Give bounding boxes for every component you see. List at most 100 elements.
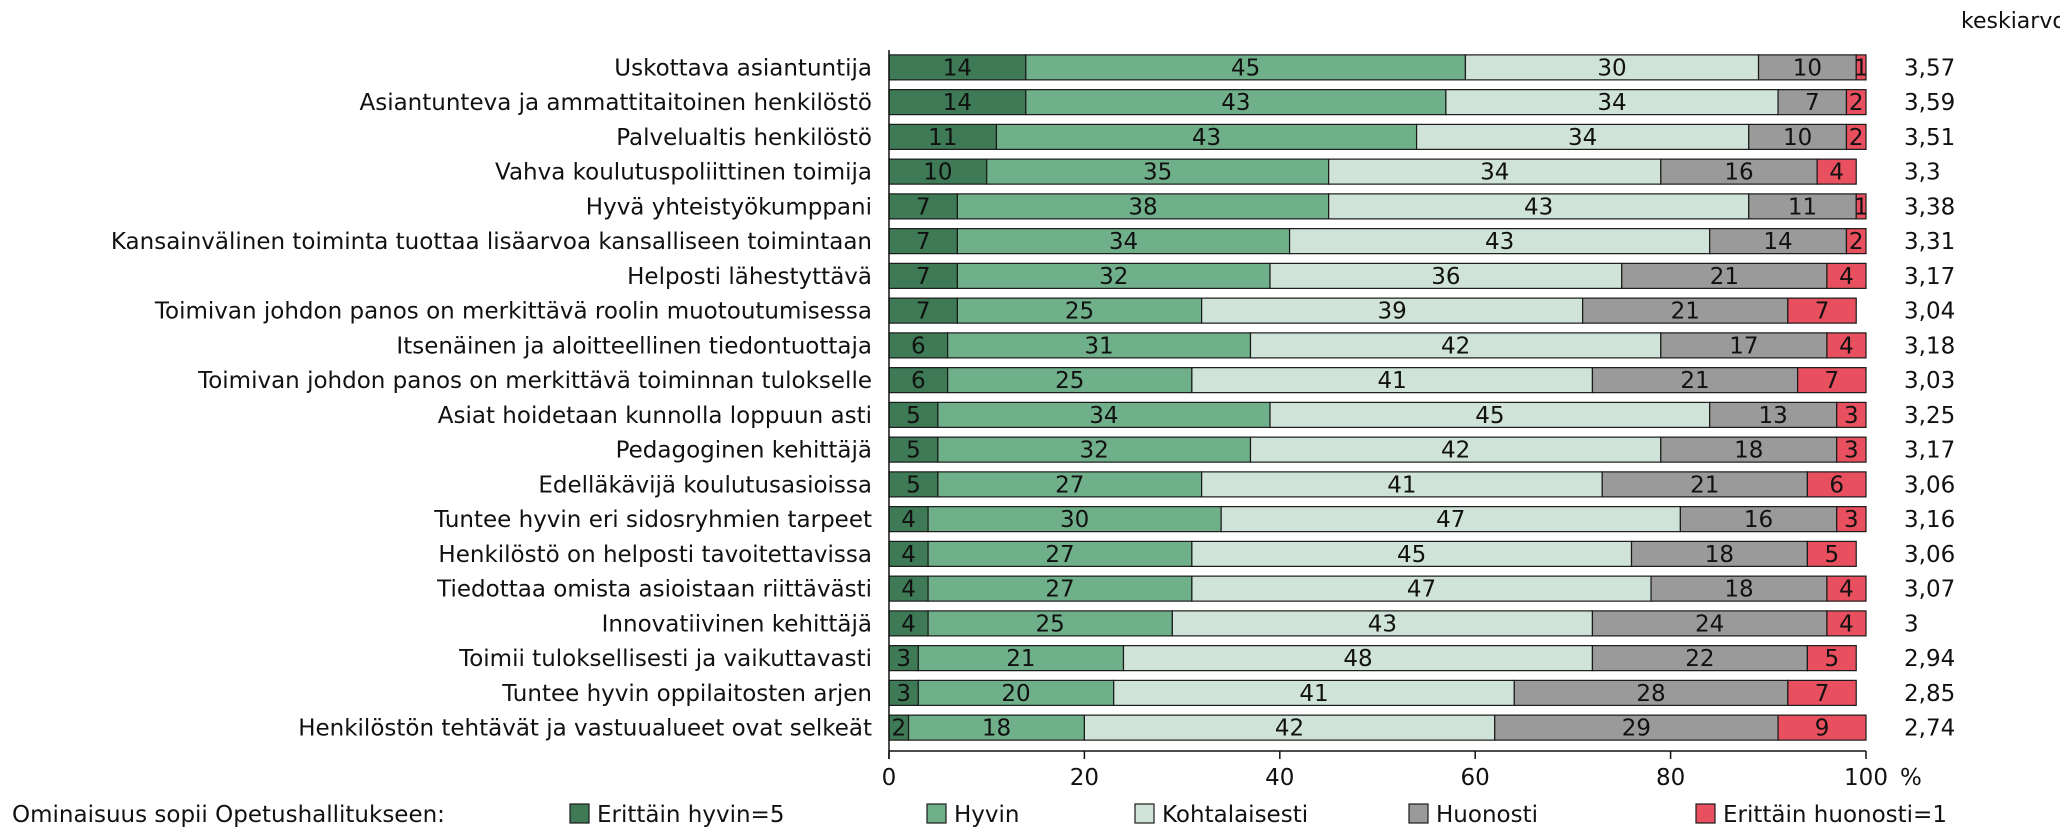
average-value: 3,06 xyxy=(1904,472,1955,498)
category-label: Henkilöstön tehtävät ja vastuualueet ova… xyxy=(298,716,872,742)
bar-value-label: 45 xyxy=(1231,55,1260,81)
bar-value-label: 45 xyxy=(1475,403,1504,429)
average-value: 3 xyxy=(1904,611,1919,637)
bar-value-label: 35 xyxy=(1143,160,1172,186)
bar-value-label: 4 xyxy=(1839,611,1854,637)
bar-value-label: 7 xyxy=(916,229,931,255)
bar-value-label: 3 xyxy=(896,681,911,707)
bar-value-label: 18 xyxy=(1724,577,1753,603)
bar-value-label: 10 xyxy=(923,160,952,186)
bar-value-label: 10 xyxy=(1783,125,1812,151)
bar-value-label: 21 xyxy=(1690,472,1719,498)
bar-value-label: 43 xyxy=(1221,90,1250,116)
bar-value-label: 4 xyxy=(1839,333,1854,359)
bar-value-label: 7 xyxy=(1805,90,1820,116)
bar-value-label: 34 xyxy=(1089,403,1118,429)
bar-value-label: 6 xyxy=(911,368,926,394)
category-label: Innovatiivinen kehittäjä xyxy=(602,611,872,637)
average-value: 3,17 xyxy=(1904,264,1955,290)
bar-value-label: 14 xyxy=(943,90,972,116)
bar-value-label: 18 xyxy=(1705,542,1734,568)
category-label: Itsenäinen ja aloitteellinen tiedontuott… xyxy=(396,333,872,359)
legend-label: Huonosti xyxy=(1436,802,1538,828)
bar-value-label: 21 xyxy=(1680,368,1709,394)
bar-value-label: 11 xyxy=(1788,194,1817,220)
bar-value-label: 3 xyxy=(1844,507,1859,533)
bar-value-label: 34 xyxy=(1568,125,1597,151)
bar-value-label: 5 xyxy=(1824,646,1839,672)
bar-value-label: 27 xyxy=(1045,577,1074,603)
average-value: 2,74 xyxy=(1904,716,1955,742)
category-label: Tuntee hyvin oppilaitosten arjen xyxy=(501,681,872,707)
bar-value-label: 5 xyxy=(906,403,921,429)
bar-value-label: 28 xyxy=(1636,681,1665,707)
bar-value-label: 41 xyxy=(1299,681,1328,707)
category-label: Asiantunteva ja ammattitaitoinen henkilö… xyxy=(359,90,872,116)
bar-value-label: 4 xyxy=(901,577,916,603)
bar-value-label: 5 xyxy=(906,438,921,464)
bar-value-label: 21 xyxy=(1671,299,1700,325)
category-label: Henkilöstö on helposti tavoitettavissa xyxy=(438,542,872,568)
bar-value-label: 4 xyxy=(1829,160,1844,186)
average-value: 3,18 xyxy=(1904,333,1955,359)
bar-value-label: 22 xyxy=(1685,646,1714,672)
category-label: Vahva koulutuspoliittinen toimija xyxy=(495,160,872,186)
bar-value-label: 31 xyxy=(1084,333,1113,359)
bar-value-label: 4 xyxy=(1839,264,1854,290)
bar-value-label: 7 xyxy=(1815,299,1830,325)
average-value: 3,3 xyxy=(1904,160,1941,186)
bar-value-label: 41 xyxy=(1378,368,1407,394)
bar-value-label: 6 xyxy=(911,333,926,359)
bar-value-label: 7 xyxy=(1824,368,1839,394)
legend-swatch xyxy=(927,804,946,823)
bar-value-label: 29 xyxy=(1622,716,1651,742)
bar-value-label: 16 xyxy=(1744,507,1773,533)
average-value: 3,04 xyxy=(1904,299,1955,325)
average-value: 3,57 xyxy=(1904,55,1955,81)
bar-value-label: 42 xyxy=(1441,438,1470,464)
bar-value-label: 38 xyxy=(1128,194,1157,220)
bar-value-label: 4 xyxy=(1839,577,1854,603)
x-unit-label: % xyxy=(1900,765,1922,791)
averages-group: 3,573,593,513,33,383,313,173,043,183,033… xyxy=(1904,9,2060,742)
category-label: Pedagoginen kehittäjä xyxy=(616,438,872,464)
bar-value-label: 14 xyxy=(1763,229,1792,255)
average-value: 3,31 xyxy=(1904,229,1955,255)
bar-value-label: 48 xyxy=(1343,646,1372,672)
bar-value-label: 32 xyxy=(1099,264,1128,290)
category-label: Hyvä yhteistyökumppani xyxy=(586,194,872,220)
bar-value-label: 21 xyxy=(1006,646,1035,672)
category-label: Edelläkävijä koulutusasioissa xyxy=(538,472,872,498)
bar-value-label: 10 xyxy=(1793,55,1822,81)
category-label: Asiat hoidetaan kunnolla loppuun asti xyxy=(438,403,872,429)
bar-value-label: 43 xyxy=(1368,611,1397,637)
bar-value-label: 2 xyxy=(891,716,906,742)
category-label: Helposti lähestyttävä xyxy=(627,264,872,290)
average-value: 2,85 xyxy=(1904,681,1955,707)
bar-value-label: 45 xyxy=(1397,542,1426,568)
bar-value-label: 7 xyxy=(916,194,931,220)
bar-value-label: 20 xyxy=(1001,681,1030,707)
bar-value-label: 42 xyxy=(1441,333,1470,359)
bar-value-label: 2 xyxy=(1849,90,1864,116)
legend-label: Hyvin xyxy=(954,802,1020,828)
x-tick-label: 20 xyxy=(1070,765,1099,791)
bar-value-label: 4 xyxy=(901,542,916,568)
bar-value-label: 9 xyxy=(1815,716,1830,742)
category-label: Tiedottaa omista asioistaan riittävästi xyxy=(436,577,872,603)
average-value: 3,25 xyxy=(1904,403,1955,429)
bar-value-label: 34 xyxy=(1597,90,1626,116)
bars-group: 14 45 30 10 114 43 34 7 211 43 34 10 210 35 34 16 47 38 43… xyxy=(889,55,1868,742)
bar-value-label: 43 xyxy=(1485,229,1514,255)
average-value: 3,17 xyxy=(1904,438,1955,464)
legend: Ominaisuus sopii Opetushallitukseen: Erit… xyxy=(12,802,1947,828)
bar-value-label: 1 xyxy=(1854,194,1869,220)
bar-value-label: 47 xyxy=(1436,507,1465,533)
bar-value-label: 2 xyxy=(1849,125,1864,151)
bar-value-label: 7 xyxy=(916,299,931,325)
bar-value-label: 25 xyxy=(1036,611,1065,637)
legend-label: Erittäin huonosti=1 xyxy=(1723,802,1947,828)
bar-value-label: 13 xyxy=(1759,403,1788,429)
bar-value-label: 14 xyxy=(943,55,972,81)
